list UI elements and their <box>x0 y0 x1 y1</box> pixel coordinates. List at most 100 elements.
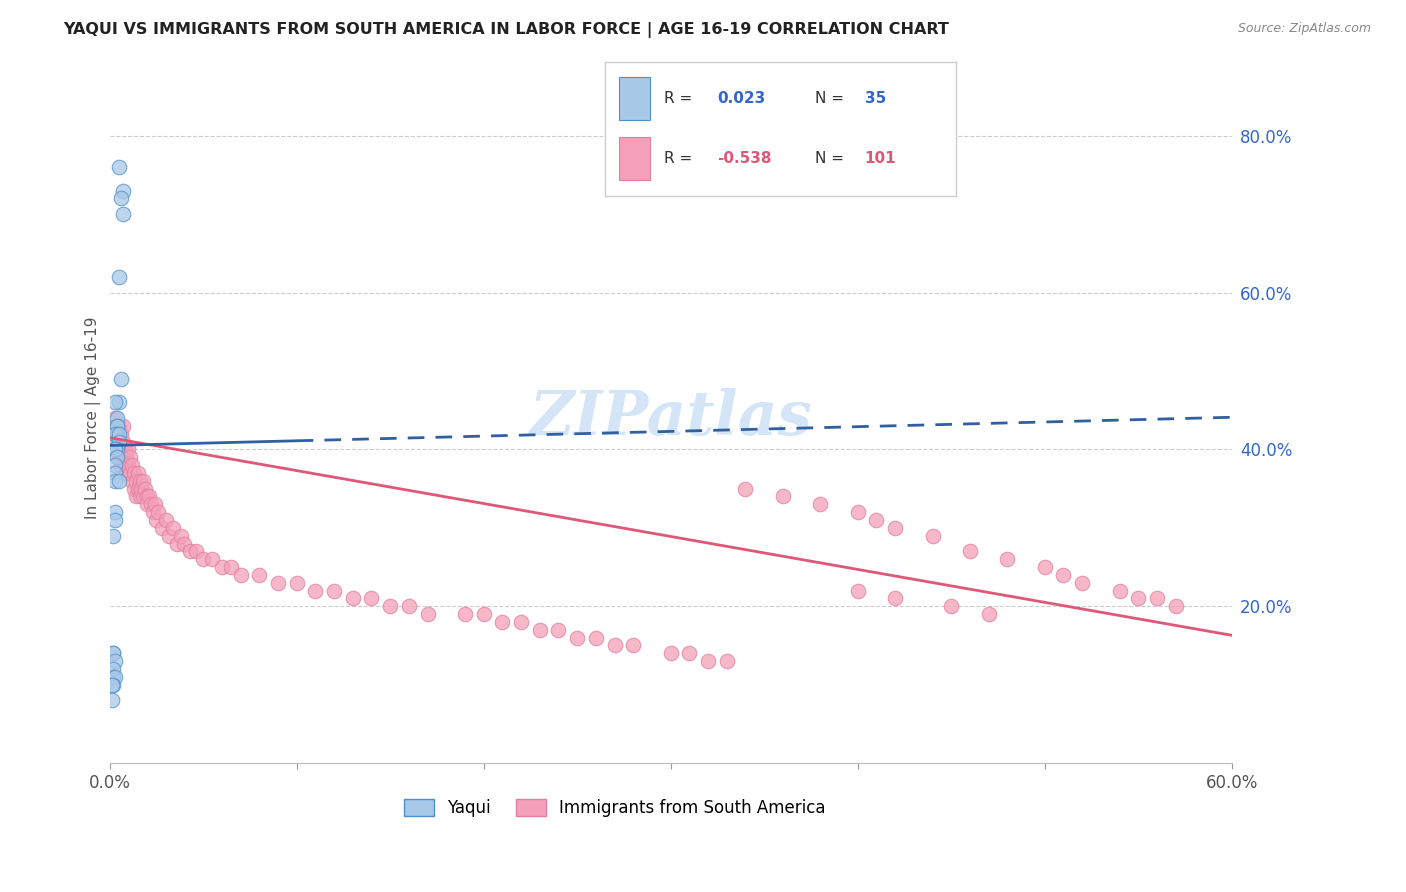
Point <box>104 411 127 425</box>
Point <box>398 599 420 614</box>
Point <box>120 450 142 465</box>
Text: YAQUI VS IMMIGRANTS FROM SOUTH AMERICA IN LABOR FORCE | AGE 16-19 CORRELATION CH: YAQUI VS IMMIGRANTS FROM SOUTH AMERICA I… <box>63 22 949 38</box>
Point <box>117 442 139 457</box>
Point <box>884 591 907 606</box>
Point <box>104 442 127 457</box>
Point <box>1052 568 1074 582</box>
Point <box>285 575 308 590</box>
Text: R =: R = <box>665 152 693 166</box>
Point <box>1033 560 1056 574</box>
Point <box>104 670 127 684</box>
Point <box>454 607 477 621</box>
Point <box>103 529 125 543</box>
Point <box>104 505 127 519</box>
Point <box>108 450 131 465</box>
Text: N =: N = <box>815 152 845 166</box>
Point <box>621 639 644 653</box>
Point <box>104 513 127 527</box>
Point <box>105 418 128 433</box>
Point <box>125 490 148 504</box>
Point <box>884 521 907 535</box>
Point <box>179 544 201 558</box>
Point <box>159 529 181 543</box>
Point <box>491 615 513 629</box>
Point <box>162 521 184 535</box>
Legend: Yaqui, Immigrants from South America: Yaqui, Immigrants from South America <box>396 792 832 824</box>
Point <box>104 466 127 480</box>
Point <box>716 654 738 668</box>
Point <box>567 631 589 645</box>
Point <box>148 505 170 519</box>
Point <box>128 474 150 488</box>
Point <box>1071 575 1094 590</box>
Point <box>103 646 125 660</box>
Point <box>122 466 145 480</box>
Point <box>111 434 134 449</box>
Point <box>846 505 869 519</box>
Point <box>697 654 720 668</box>
Text: R =: R = <box>665 91 693 106</box>
Point <box>110 372 132 386</box>
Point <box>105 450 128 465</box>
Point <box>150 521 173 535</box>
Point <box>145 513 167 527</box>
Point <box>132 474 155 488</box>
Point <box>808 497 831 511</box>
Point <box>184 544 207 558</box>
Point <box>772 490 794 504</box>
Point <box>108 474 131 488</box>
Point <box>510 615 533 629</box>
Point <box>115 466 138 480</box>
Point <box>103 646 125 660</box>
Point <box>103 678 125 692</box>
Point <box>104 458 127 472</box>
Point <box>105 418 128 433</box>
Point <box>103 670 125 684</box>
Point <box>105 442 128 457</box>
Point <box>105 426 128 441</box>
Point <box>132 490 155 504</box>
Point <box>105 426 128 441</box>
Point <box>143 497 166 511</box>
Point <box>104 395 127 409</box>
Point <box>678 646 700 660</box>
Point <box>108 418 131 433</box>
Point <box>104 434 127 449</box>
Point <box>547 623 569 637</box>
Point <box>114 458 136 472</box>
Point <box>191 552 214 566</box>
Point <box>603 639 626 653</box>
Text: Source: ZipAtlas.com: Source: ZipAtlas.com <box>1237 22 1371 36</box>
Point <box>120 466 142 480</box>
Point <box>136 497 159 511</box>
FancyBboxPatch shape <box>619 137 650 180</box>
Point <box>127 482 149 496</box>
Y-axis label: In Labor Force | Age 16-19: In Labor Force | Age 16-19 <box>86 317 101 519</box>
Point <box>108 395 131 409</box>
Point <box>136 490 159 504</box>
Point <box>173 536 195 550</box>
Point <box>110 458 132 472</box>
Point <box>247 568 270 582</box>
Point <box>416 607 439 621</box>
Point <box>1146 591 1168 606</box>
Text: ZIPatlas: ZIPatlas <box>529 388 813 448</box>
Point <box>585 631 607 645</box>
Point <box>111 184 134 198</box>
Point <box>115 450 138 465</box>
Point <box>472 607 495 621</box>
Point <box>105 411 128 425</box>
Point <box>211 560 233 574</box>
Text: 0.023: 0.023 <box>717 91 765 106</box>
Point <box>865 513 887 527</box>
FancyBboxPatch shape <box>619 77 650 120</box>
Point <box>110 426 132 441</box>
Point <box>111 450 134 465</box>
Point <box>121 474 143 488</box>
Point <box>121 458 143 472</box>
Point <box>108 160 131 174</box>
Point <box>127 466 149 480</box>
Point <box>103 662 125 676</box>
Point <box>977 607 1000 621</box>
Point <box>139 497 162 511</box>
